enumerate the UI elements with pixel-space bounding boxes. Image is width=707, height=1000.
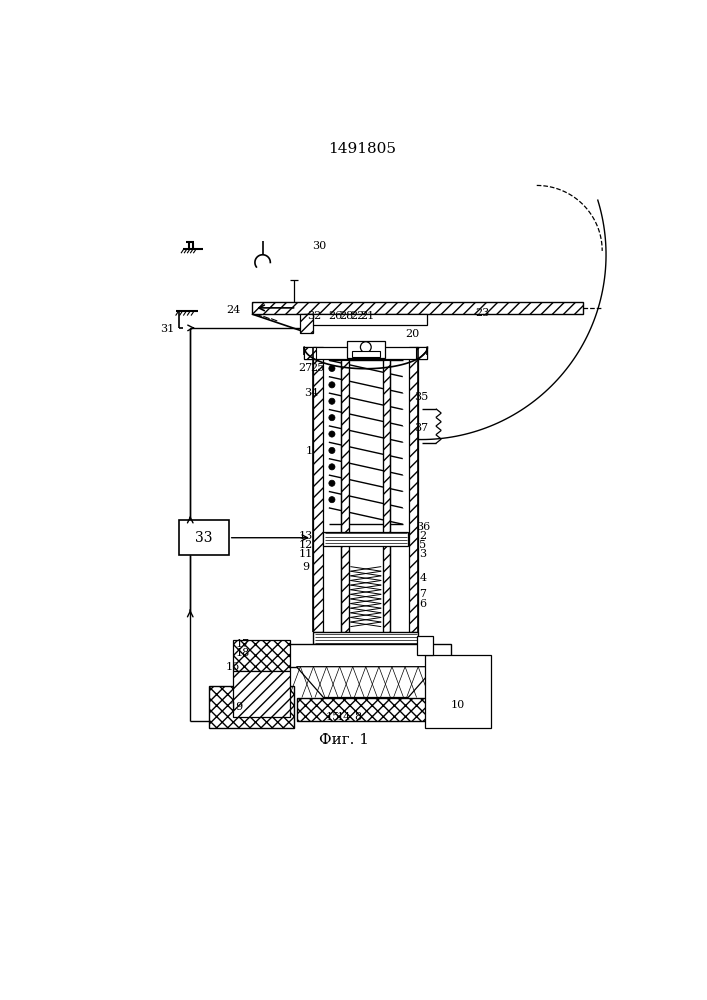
Circle shape	[329, 398, 335, 404]
Text: 10: 10	[450, 700, 464, 710]
Circle shape	[329, 431, 335, 437]
Text: 7: 7	[419, 589, 426, 599]
Text: 16: 16	[226, 662, 240, 672]
Bar	[313, 347, 322, 632]
Bar	[341, 360, 349, 632]
Text: 26: 26	[328, 311, 342, 321]
Bar	[425, 655, 491, 728]
Bar	[252, 302, 583, 314]
Bar	[304, 347, 316, 359]
Bar	[417, 636, 433, 655]
Circle shape	[329, 480, 335, 486]
Circle shape	[329, 464, 335, 470]
Bar	[324, 532, 408, 546]
Text: 9: 9	[302, 562, 309, 572]
Text: 3: 3	[419, 549, 426, 559]
Polygon shape	[296, 667, 435, 698]
Text: 2: 2	[419, 531, 426, 541]
Text: 34: 34	[304, 388, 318, 398]
Text: 31: 31	[160, 324, 174, 334]
Text: 1: 1	[305, 446, 312, 456]
Bar	[349, 360, 382, 632]
Bar	[209, 686, 294, 728]
Text: 37: 37	[414, 423, 428, 433]
Bar	[300, 314, 312, 333]
Bar	[179, 520, 229, 555]
Text: 20: 20	[405, 329, 419, 339]
Text: 19: 19	[229, 702, 244, 712]
Text: 12: 12	[298, 540, 313, 550]
Text: 22: 22	[350, 311, 364, 321]
Text: 27: 27	[298, 363, 312, 373]
Text: 32: 32	[307, 311, 322, 321]
Text: 35: 35	[414, 392, 428, 402]
Text: 14: 14	[337, 712, 351, 722]
Bar	[281, 644, 450, 667]
Bar	[313, 632, 418, 644]
Text: 25: 25	[310, 363, 325, 373]
Text: 36: 36	[416, 522, 430, 532]
Bar	[416, 347, 428, 359]
Text: 8: 8	[354, 712, 362, 722]
Text: 18: 18	[235, 648, 250, 658]
Text: 33: 33	[195, 531, 213, 545]
Text: 13: 13	[298, 531, 313, 541]
Circle shape	[329, 415, 335, 421]
Text: 24: 24	[226, 305, 240, 315]
Circle shape	[361, 342, 371, 353]
Text: 1491805: 1491805	[328, 142, 396, 156]
Circle shape	[329, 365, 335, 372]
Text: 23: 23	[476, 308, 490, 318]
Text: 4: 4	[419, 573, 426, 583]
Circle shape	[329, 497, 335, 503]
Text: 15: 15	[325, 712, 340, 722]
Text: 6: 6	[419, 599, 426, 609]
Bar	[304, 347, 428, 359]
Bar	[304, 314, 428, 325]
Text: 21: 21	[361, 311, 375, 321]
Circle shape	[329, 447, 335, 454]
Text: 5: 5	[419, 540, 426, 550]
Bar	[409, 347, 418, 632]
Bar	[233, 671, 291, 717]
Bar	[296, 698, 435, 721]
Bar	[233, 640, 291, 671]
Bar	[346, 341, 385, 358]
Bar	[322, 347, 409, 632]
Circle shape	[329, 382, 335, 388]
Text: 30: 30	[312, 241, 327, 251]
Text: 28: 28	[339, 311, 354, 321]
Text: Фиг. 1: Фиг. 1	[320, 733, 369, 747]
Bar	[352, 351, 380, 357]
Text: 17: 17	[235, 639, 250, 649]
Text: 11: 11	[298, 549, 313, 559]
Bar	[382, 360, 390, 632]
